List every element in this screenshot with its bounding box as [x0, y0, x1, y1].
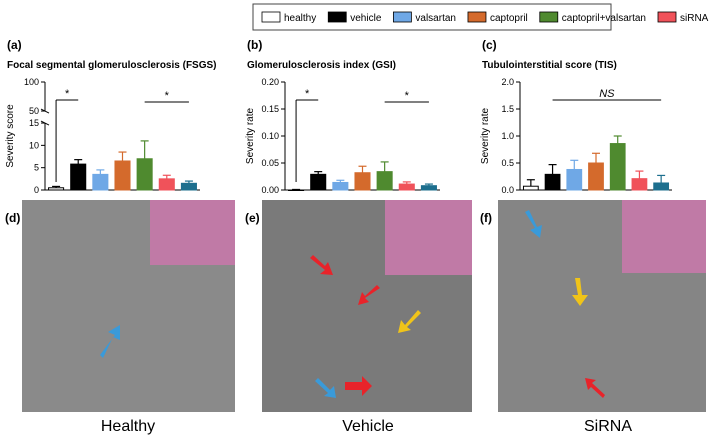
- legend-swatch: [261, 11, 281, 23]
- micrographs: [22, 200, 706, 412]
- annotation: *: [305, 88, 310, 100]
- arrow: [358, 285, 380, 305]
- arrow: [525, 210, 542, 238]
- y-tick-label: 100: [24, 77, 39, 87]
- y-tick-label: 2.0: [501, 77, 514, 87]
- y-tick-label: 1.0: [501, 131, 514, 141]
- legend-swatch: [657, 11, 677, 23]
- legend-swatch: [327, 11, 347, 23]
- bar: [631, 178, 648, 191]
- bar: [588, 162, 604, 191]
- legend-label: valsartan: [415, 13, 456, 24]
- annotation: *: [165, 90, 170, 102]
- y-tick-label: 5: [34, 163, 39, 173]
- bar: [544, 173, 561, 191]
- bar: [332, 181, 349, 191]
- arrow: [572, 278, 588, 306]
- y-tick-label: 0.05: [261, 158, 279, 168]
- y-axis-label: Severity rate: [480, 107, 491, 164]
- bar: [522, 185, 539, 191]
- inset: [622, 200, 706, 273]
- y-tick-label: 1.5: [501, 104, 514, 114]
- bar: [288, 189, 305, 191]
- panel-label: (a): [7, 38, 22, 52]
- annotation: NS: [599, 88, 615, 100]
- bar: [420, 185, 437, 191]
- bar: [48, 187, 65, 191]
- arrow: [345, 376, 372, 396]
- image-caption: Healthy: [101, 418, 155, 435]
- legend-label: healthy: [284, 13, 316, 24]
- bar: [92, 173, 109, 191]
- legend-swatch: [392, 11, 412, 23]
- arrow: [398, 310, 421, 333]
- arrow: [310, 255, 333, 275]
- panel-label: (f): [480, 211, 492, 225]
- panel-label: (e): [245, 211, 260, 225]
- y-tick-label: 15: [29, 118, 39, 128]
- bar: [310, 173, 327, 191]
- y-tick-label: 0.20: [261, 77, 279, 87]
- y-tick-label: 0.10: [261, 131, 279, 141]
- y-tick-label: 0.15: [261, 104, 279, 114]
- bar: [70, 163, 87, 191]
- legend-label: captopril+valsartan: [562, 13, 646, 24]
- legend-swatch: [467, 11, 487, 23]
- bar: [354, 172, 371, 191]
- chart-title: Focal segmental glomerulosclerosis (FSGS…: [7, 60, 217, 71]
- image-caption: SiRNA: [584, 418, 632, 435]
- y-axis-label: Severity score: [5, 104, 16, 168]
- arrow: [315, 378, 336, 398]
- bar: [566, 168, 583, 191]
- inset: [150, 200, 235, 265]
- chart-title: Tubulointerstitial score (TIS): [482, 60, 617, 71]
- image-caption: Vehicle: [342, 418, 394, 435]
- bar: [376, 171, 393, 191]
- annotation: *: [405, 90, 410, 102]
- panel-label: (d): [5, 211, 20, 225]
- arrow: [100, 325, 120, 358]
- bar: [180, 182, 197, 191]
- panel-label: (b): [247, 38, 262, 52]
- y-tick-label: 50: [29, 106, 39, 116]
- y-tick-label: 0.0: [501, 185, 514, 195]
- y-tick-label: 0: [34, 185, 39, 195]
- y-tick-label: 10: [29, 140, 39, 150]
- legend-label: captopril: [490, 13, 528, 24]
- panel-label: (c): [482, 38, 497, 52]
- annotation: *: [65, 88, 70, 100]
- bar: [398, 183, 415, 191]
- chart-title: Glomerulosclerosis index (GSI): [247, 60, 396, 71]
- bar: [114, 160, 131, 191]
- y-tick-label: 0.5: [501, 158, 514, 168]
- y-axis-label: Severity rate: [245, 107, 256, 164]
- bar: [158, 178, 175, 191]
- y-tick-label: 0.00: [261, 185, 279, 195]
- inset: [385, 200, 472, 275]
- legend-swatch: [539, 11, 559, 23]
- legend-label: vehicle: [350, 13, 382, 24]
- arrow: [585, 378, 605, 398]
- bar: [609, 143, 626, 191]
- bar: [136, 158, 153, 191]
- legend-label: siRNA: [680, 13, 709, 24]
- bar: [653, 182, 670, 191]
